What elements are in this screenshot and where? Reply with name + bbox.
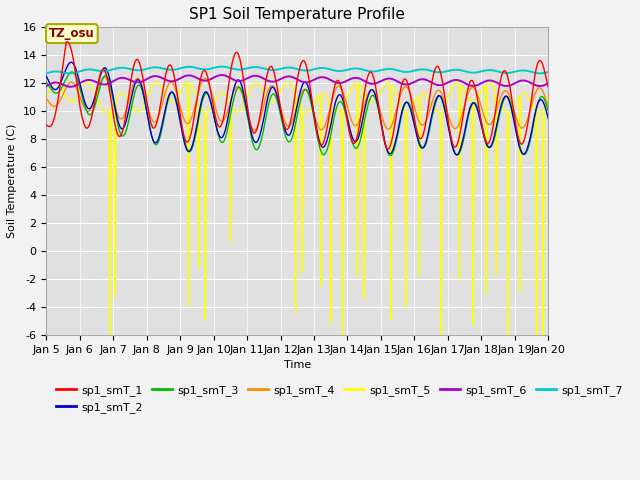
Title: SP1 Soil Temperature Profile: SP1 Soil Temperature Profile: [189, 7, 405, 22]
sp1_smT_2: [453, 152, 461, 158]
Line: sp1_smT_5: sp1_smT_5: [46, 83, 548, 391]
sp1_smT_5: [257, 83, 264, 88]
sp1_smT_3: [130, 95, 138, 100]
sp1_smT_4: [130, 81, 138, 87]
sp1_smT_6: [481, 79, 488, 84]
Line: sp1_smT_3: sp1_smT_3: [46, 72, 548, 156]
sp1_smT_4: [545, 104, 552, 109]
sp1_smT_1: [100, 67, 108, 72]
sp1_smT_1: [42, 122, 50, 128]
sp1_smT_6: [257, 74, 265, 80]
sp1_smT_7: [235, 67, 243, 72]
sp1_smT_2: [100, 65, 108, 71]
sp1_smT_2: [545, 115, 552, 121]
sp1_smT_6: [236, 78, 243, 84]
sp1_smT_4: [100, 74, 108, 80]
sp1_smT_6: [67, 84, 74, 90]
sp1_smT_7: [257, 65, 264, 71]
sp1_smT_7: [481, 68, 488, 73]
sp1_smT_3: [545, 108, 552, 114]
sp1_smT_5: [42, 95, 50, 100]
sp1_smT_3: [68, 69, 76, 75]
sp1_smT_4: [257, 114, 265, 120]
Y-axis label: Soil Temperature (C): Soil Temperature (C): [7, 124, 17, 239]
sp1_smT_3: [42, 80, 50, 85]
Line: sp1_smT_4: sp1_smT_4: [46, 77, 548, 131]
sp1_smT_2: [42, 73, 50, 79]
sp1_smT_5: [284, 80, 292, 85]
sp1_smT_4: [235, 84, 243, 90]
Text: TZ_osu: TZ_osu: [49, 27, 95, 40]
sp1_smT_4: [535, 85, 543, 91]
sp1_smT_1: [235, 53, 243, 59]
sp1_smT_1: [545, 84, 552, 90]
sp1_smT_3: [481, 133, 488, 139]
sp1_smT_4: [481, 115, 488, 120]
sp1_smT_7: [42, 71, 50, 76]
sp1_smT_4: [251, 128, 259, 133]
sp1_smT_3: [257, 139, 264, 145]
sp1_smT_5: [481, 83, 488, 89]
Line: sp1_smT_7: sp1_smT_7: [46, 67, 548, 73]
sp1_smT_5: [535, 109, 543, 115]
sp1_smT_5: [129, 106, 137, 112]
sp1_smT_2: [481, 136, 488, 142]
sp1_smT_7: [545, 69, 552, 75]
Legend: sp1_smT_1, sp1_smT_2, sp1_smT_3, sp1_smT_4, sp1_smT_5, sp1_smT_6, sp1_smT_7: sp1_smT_1, sp1_smT_2, sp1_smT_3, sp1_smT…: [52, 381, 627, 417]
sp1_smT_2: [67, 60, 75, 65]
sp1_smT_2: [235, 77, 243, 83]
sp1_smT_1: [481, 135, 488, 141]
sp1_smT_3: [235, 84, 243, 90]
sp1_smT_1: [384, 146, 392, 152]
Line: sp1_smT_2: sp1_smT_2: [46, 62, 548, 155]
sp1_smT_3: [387, 153, 394, 158]
sp1_smT_1: [63, 39, 71, 45]
sp1_smT_6: [545, 80, 552, 86]
sp1_smT_5: [100, 108, 108, 114]
sp1_smT_5: [532, 388, 540, 394]
sp1_smT_4: [100, 74, 108, 80]
sp1_smT_6: [535, 83, 543, 89]
sp1_smT_3: [535, 98, 543, 104]
sp1_smT_5: [235, 109, 243, 115]
sp1_smT_7: [100, 68, 108, 74]
sp1_smT_6: [42, 83, 50, 89]
sp1_smT_2: [535, 99, 543, 105]
sp1_smT_6: [218, 72, 225, 78]
Line: sp1_smT_6: sp1_smT_6: [46, 75, 548, 87]
sp1_smT_7: [534, 71, 542, 76]
sp1_smT_4: [42, 96, 50, 101]
Line: sp1_smT_1: sp1_smT_1: [46, 42, 548, 149]
X-axis label: Time: Time: [284, 360, 311, 371]
sp1_smT_7: [218, 64, 225, 70]
sp1_smT_7: [129, 67, 137, 72]
sp1_smT_3: [100, 74, 108, 80]
sp1_smT_1: [257, 109, 264, 115]
sp1_smT_1: [535, 59, 543, 64]
sp1_smT_5: [545, 95, 552, 100]
sp1_smT_1: [130, 64, 138, 70]
sp1_smT_6: [100, 82, 108, 87]
sp1_smT_2: [130, 85, 138, 91]
sp1_smT_2: [257, 129, 264, 135]
sp1_smT_6: [130, 79, 138, 84]
